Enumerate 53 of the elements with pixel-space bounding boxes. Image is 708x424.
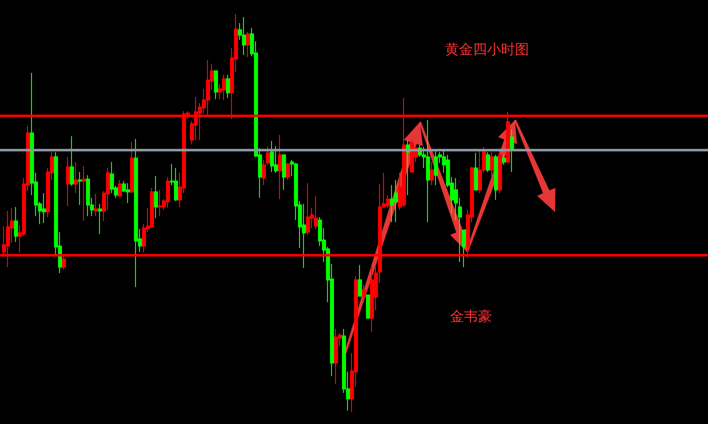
candlestick <box>366 294 370 319</box>
candlestick <box>134 138 138 288</box>
candlestick <box>286 162 290 180</box>
candlestick <box>66 156 70 206</box>
candlestick <box>486 152 490 173</box>
candlestick <box>478 150 482 194</box>
candlestick <box>74 162 78 194</box>
candlestick <box>226 74 230 98</box>
candlestick <box>510 129 514 173</box>
candlestick <box>370 265 374 332</box>
candlestick <box>410 140 414 174</box>
candlestick <box>362 284 366 301</box>
candlestick <box>270 140 274 173</box>
candlestick <box>434 150 438 186</box>
candlestick <box>78 172 82 206</box>
candlestick <box>426 119 430 223</box>
candlestick <box>214 70 218 100</box>
candlestick <box>474 152 478 190</box>
candlestick <box>222 74 226 100</box>
candlestick <box>502 154 506 166</box>
candlestick <box>462 230 466 268</box>
candlestick <box>86 174 90 217</box>
candlestick <box>282 154 286 190</box>
candlestick <box>158 189 162 217</box>
candlestick <box>498 150 502 194</box>
candlestick <box>94 193 98 217</box>
candlestick <box>302 203 306 268</box>
candlestick <box>70 136 74 186</box>
candlestick <box>494 154 498 200</box>
candlestick <box>394 179 398 223</box>
candlestick <box>14 206 18 243</box>
candlestick <box>334 328 338 385</box>
annotation: 金韦豪 <box>450 309 492 325</box>
candlestick <box>154 175 158 219</box>
candlestick <box>174 168 178 202</box>
candlestick <box>150 187 154 229</box>
candlestick <box>110 162 114 194</box>
candlestick <box>306 182 310 236</box>
candlestick <box>130 142 134 194</box>
candlestick <box>430 162 434 186</box>
candlestick <box>42 192 46 224</box>
candlestick <box>278 134 282 200</box>
candlestick <box>314 195 318 230</box>
candlestick <box>126 182 130 204</box>
candlestick <box>358 264 362 297</box>
candlestick <box>98 203 102 235</box>
candlestick <box>166 176 170 208</box>
candlestick <box>82 166 86 222</box>
candlestick <box>246 31 250 58</box>
candlestick <box>490 152 494 178</box>
candlestick <box>118 179 122 198</box>
candlestick <box>242 16 246 56</box>
text: 黄金四小时图 <box>445 42 529 58</box>
